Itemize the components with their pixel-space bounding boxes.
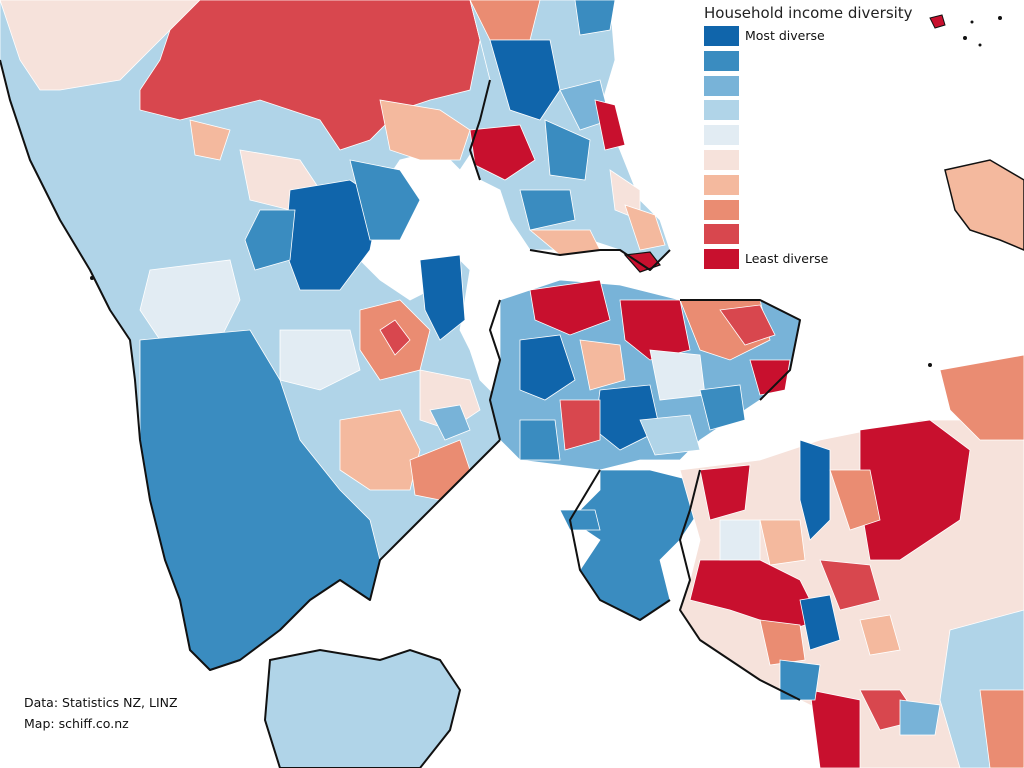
credit-map: Map: schiff.co.nz — [24, 716, 129, 731]
legend-swatch — [704, 50, 739, 71]
south-peninsula — [263, 648, 462, 768]
legend-item: Least diverse — [704, 249, 913, 274]
southeast-region — [679, 354, 1024, 768]
island-ne — [944, 159, 1024, 251]
legend-swatch — [704, 125, 739, 146]
central-auckland-region — [489, 279, 801, 471]
legend-item — [704, 100, 913, 125]
legend-item — [704, 149, 913, 175]
legend-label: Least diverse — [745, 251, 829, 267]
legend-item — [704, 224, 913, 249]
islets — [90, 16, 1002, 367]
legend-swatch — [704, 149, 739, 170]
legend-title: Household income diversity — [704, 4, 913, 22]
legend-item — [704, 125, 913, 150]
credits: Data: Statistics NZ, LINZ Map: schiff.co… — [24, 692, 178, 734]
legend: Household income diversity Most diverse L… — [704, 4, 913, 274]
legend-item — [704, 75, 913, 101]
legend-item — [704, 50, 913, 76]
legend-swatch — [704, 249, 739, 270]
legend-rows: Most diverse Least diverse — [704, 26, 913, 274]
island-tiny — [929, 14, 946, 29]
legend-swatch — [704, 174, 739, 195]
legend-swatch — [704, 100, 739, 121]
legend-swatch — [704, 199, 739, 220]
credit-data: Data: Statistics NZ, LINZ — [24, 695, 178, 710]
legend-swatch — [704, 75, 739, 96]
legend-swatch — [704, 26, 739, 46]
legend-label: Most diverse — [745, 28, 825, 43]
legend-item — [704, 174, 913, 200]
island-small — [623, 251, 661, 273]
legend-swatch — [704, 224, 739, 245]
north-shore-region — [469, 0, 671, 271]
legend-item — [704, 199, 913, 225]
coastlines — [0, 59, 801, 701]
legend-item: Most diverse — [704, 26, 913, 51]
